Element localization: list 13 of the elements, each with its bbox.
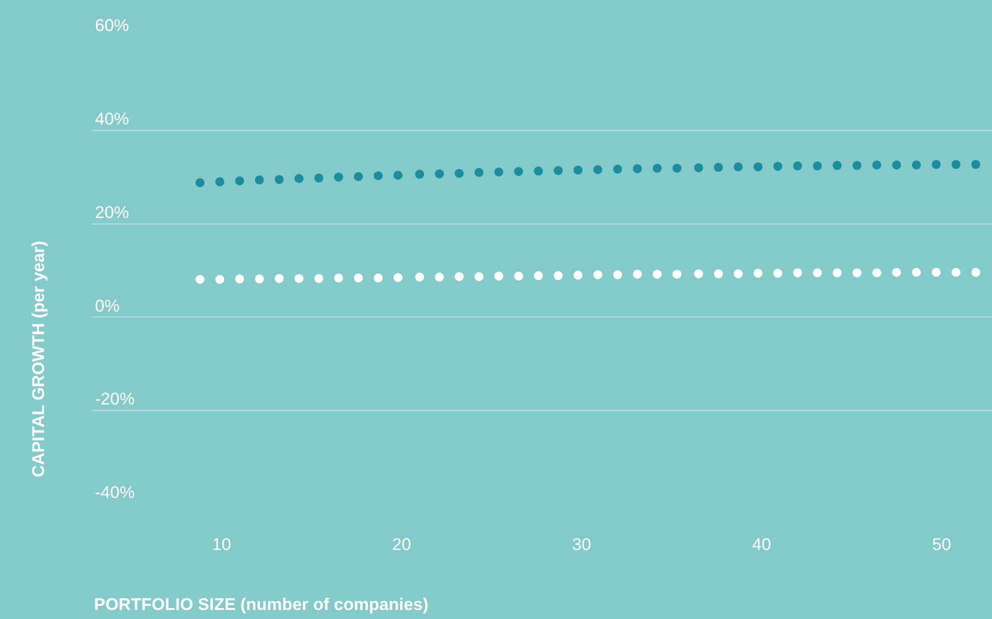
y-tick-label: 20% xyxy=(95,202,130,222)
y-tick-label: -20% xyxy=(95,390,135,409)
y-tick-label: 40% xyxy=(95,109,130,128)
y-axis-title: CAPITAL GROWTH (per year) xyxy=(28,240,48,478)
x-tick-label: 50 xyxy=(932,535,952,554)
y-tick-label: -40% xyxy=(95,483,135,502)
x-tick-label: 10 xyxy=(212,535,232,554)
y-tick-label: 0% xyxy=(95,296,120,316)
x-tick-label: 40 xyxy=(752,535,772,554)
x-axis-title: PORTFOLIO SIZE (number of companies) xyxy=(94,595,428,614)
x-tick-label: 20 xyxy=(392,535,412,554)
y-tick-label: 60% xyxy=(95,16,130,36)
x-tick-label: 30 xyxy=(572,535,592,554)
